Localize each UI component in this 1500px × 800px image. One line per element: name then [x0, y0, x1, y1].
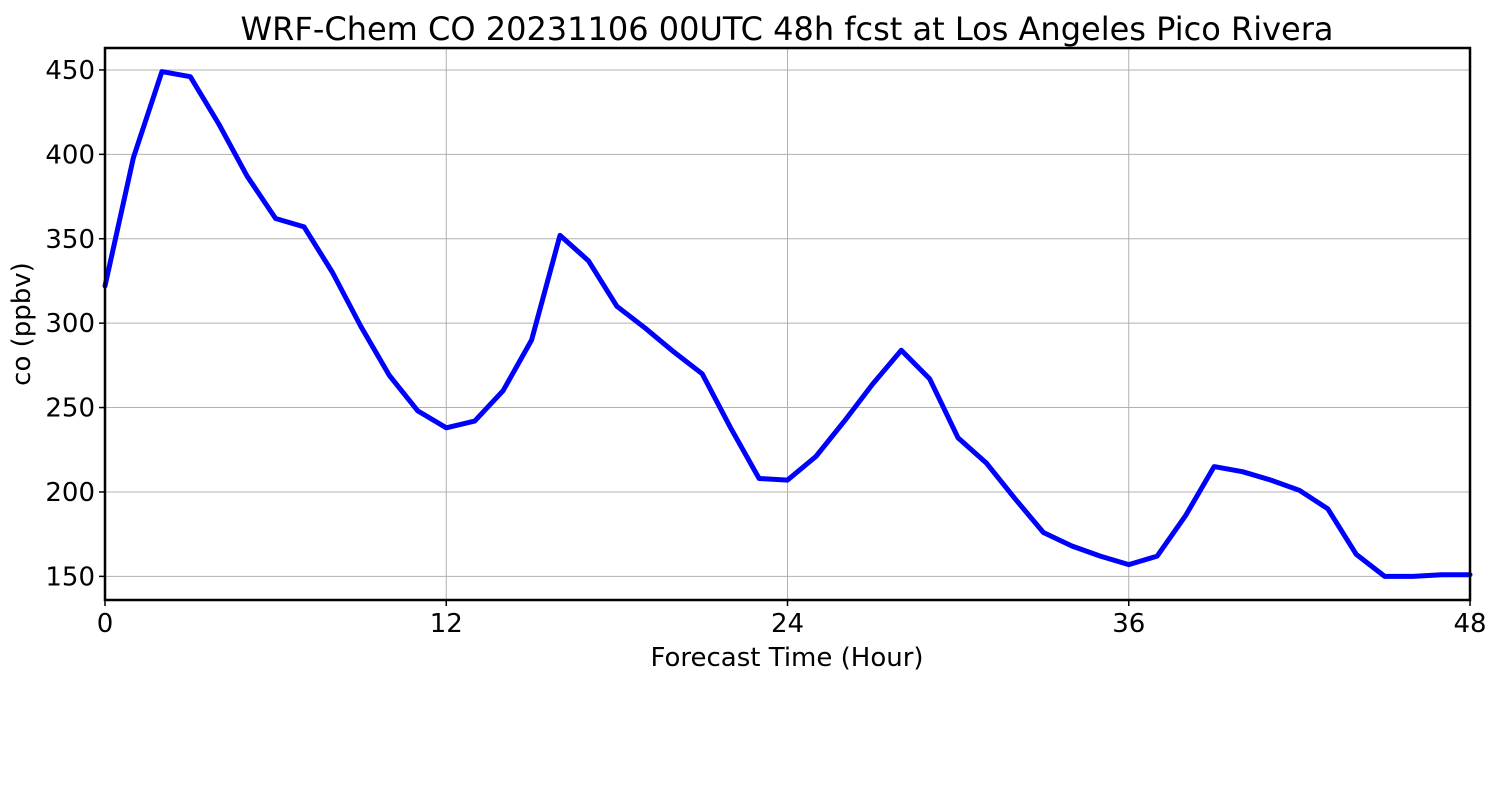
x-axis-label: Forecast Time (Hour)	[650, 643, 923, 673]
x-tick-label: 12	[430, 609, 463, 639]
y-tick-label: 400	[45, 140, 95, 170]
x-tick-label: 24	[771, 609, 804, 639]
tick-layer: 0 12 24 36 48 150 200 250 300 350 400 450	[45, 56, 1486, 639]
y-tick-label: 250	[45, 394, 95, 424]
x-tick-label: 48	[1453, 609, 1486, 639]
y-tick-label: 150	[45, 562, 95, 592]
series-line	[102, 69, 1473, 579]
series-layer	[102, 69, 1473, 579]
chart-title: WRF-Chem CO 20231106 00UTC 48h fcst at L…	[241, 10, 1334, 48]
x-tick-label: 36	[1112, 609, 1145, 639]
x-tick-label: 0	[97, 609, 114, 639]
grid-lines	[104, 48, 1471, 600]
y-tick-label: 350	[45, 225, 95, 255]
y-axis-label: co (ppbv)	[7, 262, 37, 386]
y-tick-label: 200	[45, 478, 95, 508]
y-tick-label: 450	[45, 56, 95, 86]
y-tick-label: 300	[45, 309, 95, 339]
